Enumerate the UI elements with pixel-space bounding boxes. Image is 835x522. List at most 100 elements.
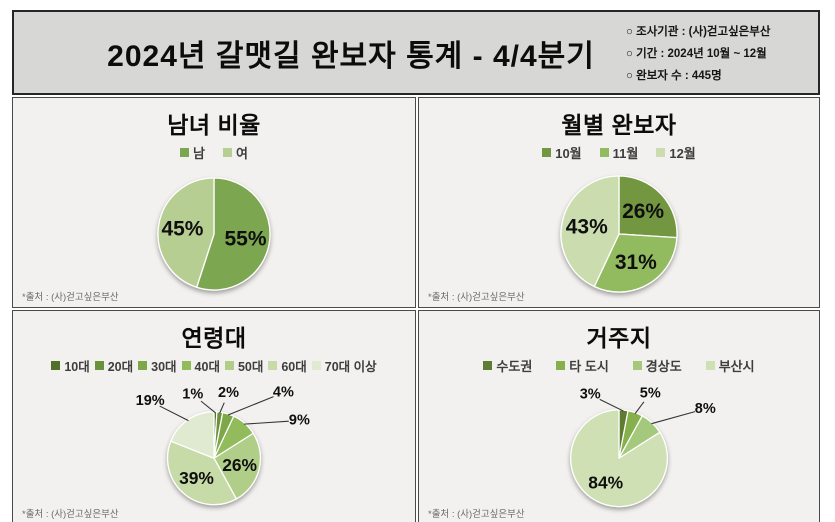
legend-label: 40대 — [194, 360, 220, 374]
panel-monthly-completers: 월별 완보자 10월 11월 12월 26% 31% 43% *출처 : (사)걷고싶은… — [418, 97, 820, 308]
label-leader-line — [599, 398, 624, 412]
data-label: 43% — [566, 215, 608, 238]
legend-item: 남 — [180, 143, 205, 162]
legend-label: 50대 — [237, 360, 264, 374]
source-note: *출처 : (사)걷고싶은부산 — [428, 292, 525, 303]
chart-legend: 10대 20대 30대 40대 50대 60대 70대 이상 — [51, 356, 377, 375]
data-label: 1% — [182, 386, 203, 402]
page-title: 2024년 갈맷길 완보자 통계 - 4/4분기 — [107, 39, 595, 73]
legend-label: 남 — [193, 146, 205, 161]
residence-pie-chart: 3% 5% 8% 84% — [570, 385, 716, 508]
data-label: 3% — [580, 387, 601, 403]
legend-label: 10대 — [64, 360, 90, 374]
legend-label: 수도권 — [496, 359, 533, 374]
pie — [570, 409, 668, 508]
data-label: 5% — [640, 385, 661, 401]
legend-item: 40대 — [181, 356, 220, 375]
label-leader-line — [200, 400, 216, 414]
legend-label: 여 — [236, 146, 248, 161]
legend-swatch — [483, 361, 493, 370]
pie — [166, 411, 262, 506]
legend-label: 12월 — [669, 146, 696, 161]
data-label: 45% — [161, 218, 203, 241]
header-info-box: ○ 조사기관 : (사)걷고싶은부산 ○ 기간 : 2024년 10월 ~ 12… — [626, 12, 818, 93]
label-leader-line — [227, 396, 274, 416]
data-label: 55% — [225, 227, 267, 250]
legend-item: 10월 — [542, 143, 582, 162]
legend-swatch — [268, 361, 278, 370]
legend-item: 부산시 — [705, 356, 755, 375]
data-label: 31% — [615, 251, 657, 274]
data-label: 39% — [179, 468, 214, 488]
monthly-pie-chart: 26% 31% 43% — [560, 175, 678, 293]
legend-item: 20대 — [94, 356, 134, 375]
legend-item: 경상도 — [632, 356, 682, 375]
label-leader-line — [244, 420, 289, 425]
panel-age-groups: 연령대 10대 20대 30대 40대 50대 60대 70대 이상 1% 2% 4% 9% 26%… — [12, 310, 416, 522]
chart-title: 거주지 — [586, 325, 652, 351]
legend-item: 수도권 — [483, 356, 532, 375]
pie-slice — [213, 432, 262, 500]
legend-swatch — [223, 148, 232, 157]
legend-label: 30대 — [151, 360, 177, 374]
legend-item: 30대 — [138, 356, 177, 375]
pie-slice — [618, 175, 678, 239]
legend-swatch — [311, 361, 321, 370]
legend-label: 11월 — [612, 146, 639, 161]
chart-title: 월별 완보자 — [561, 112, 677, 138]
legend-item: 50대 — [224, 356, 264, 375]
legend-swatch — [542, 148, 552, 157]
data-label: 9% — [289, 413, 310, 429]
legend-swatch — [51, 361, 61, 370]
legend-swatch — [632, 361, 642, 370]
data-label: 26% — [622, 200, 664, 223]
source-note: *출처 : (사)걷고싶은부산 — [22, 292, 119, 303]
legend-swatch — [705, 361, 715, 370]
legend-label: 60대 — [281, 360, 307, 374]
data-label: 4% — [273, 385, 294, 401]
legend-swatch — [224, 361, 234, 370]
data-label: 8% — [695, 401, 716, 417]
legend-swatch — [599, 148, 609, 157]
legend-label: 부산시 — [718, 359, 755, 374]
legend-label: 경상도 — [645, 359, 682, 374]
pie-slice — [593, 233, 678, 293]
pie-slice — [560, 175, 620, 288]
info-completer-count: ○ 완보자 수 : 445명 — [626, 69, 722, 82]
data-label: 2% — [218, 385, 239, 401]
pie-slice — [196, 177, 271, 291]
legend-item: 여 — [223, 143, 248, 162]
legend-swatch — [138, 361, 148, 370]
info-period: ○ 기간 : 2024년 10월 ~ 12월 — [626, 47, 767, 60]
header: 2024년 갈맷길 완보자 통계 - 4/4분기 ○ 조사기관 : (사)걷고싶… — [12, 10, 820, 95]
legend-item: 11월 — [599, 143, 639, 162]
data-label: 26% — [222, 455, 257, 475]
pie-slice — [570, 409, 668, 508]
pie — [560, 175, 678, 293]
info-survey-org: ○ 조사기관 : (사)걷고싶은부산 — [626, 25, 771, 38]
legend-swatch — [180, 148, 190, 157]
pie-slice — [166, 440, 237, 506]
chart-title: 남녀 비율 — [167, 112, 261, 138]
age-pie-chart: 1% 2% 4% 9% 26% 39% 19% — [136, 385, 310, 506]
gender-pie-chart: 55% 45% — [157, 177, 271, 291]
label-leader-line — [651, 411, 696, 425]
legend-item: 70대 이상 — [311, 356, 377, 375]
legend-label: 10월 — [555, 146, 582, 161]
legend-item: 60대 — [268, 356, 307, 375]
legend-item: 10대 — [51, 356, 90, 375]
legend-label: 타 도시 — [569, 359, 609, 374]
legend-item: 12월 — [656, 143, 696, 162]
data-label: 84% — [588, 472, 623, 492]
chart-legend: 수도권 타 도시 경상도 부산시 — [483, 356, 755, 375]
panel-residence: 거주지 수도권 타 도시 경상도 부산시 3% 5% 8% 84% *출처 : (사)걷고싶… — [418, 310, 820, 522]
legend-swatch — [181, 361, 191, 370]
chart-title: 연령대 — [181, 325, 247, 351]
legend-swatch — [94, 361, 104, 370]
label-leader-line — [159, 405, 189, 422]
legend-item: 타 도시 — [556, 356, 609, 375]
legend-label: 20대 — [107, 360, 134, 374]
legend-label: 70대 이상 — [324, 360, 377, 374]
